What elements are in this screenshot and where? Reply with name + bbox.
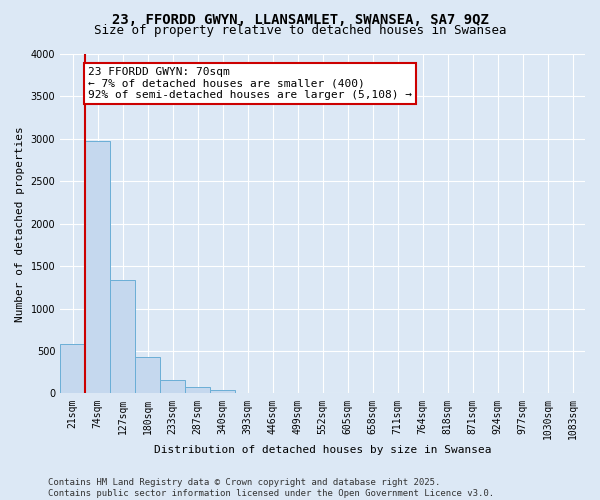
Bar: [185, 386, 210, 394]
Bar: [110, 280, 135, 394]
Y-axis label: Number of detached properties: Number of detached properties: [15, 126, 25, 322]
Text: 23 FFORDD GWYN: 70sqm
← 7% of detached houses are smaller (400)
92% of semi-deta: 23 FFORDD GWYN: 70sqm ← 7% of detached h…: [88, 66, 412, 100]
Text: 23, FFORDD GWYN, LLANSAMLET, SWANSEA, SA7 9QZ: 23, FFORDD GWYN, LLANSAMLET, SWANSEA, SA…: [112, 12, 488, 26]
Bar: [160, 380, 185, 394]
Bar: [235, 392, 260, 394]
Text: Contains HM Land Registry data © Crown copyright and database right 2025.
Contai: Contains HM Land Registry data © Crown c…: [48, 478, 494, 498]
Bar: [135, 357, 160, 394]
X-axis label: Distribution of detached houses by size in Swansea: Distribution of detached houses by size …: [154, 445, 491, 455]
Bar: [210, 390, 235, 394]
Bar: [60, 344, 85, 394]
Bar: [85, 142, 110, 394]
Text: Size of property relative to detached houses in Swansea: Size of property relative to detached ho…: [94, 24, 506, 37]
